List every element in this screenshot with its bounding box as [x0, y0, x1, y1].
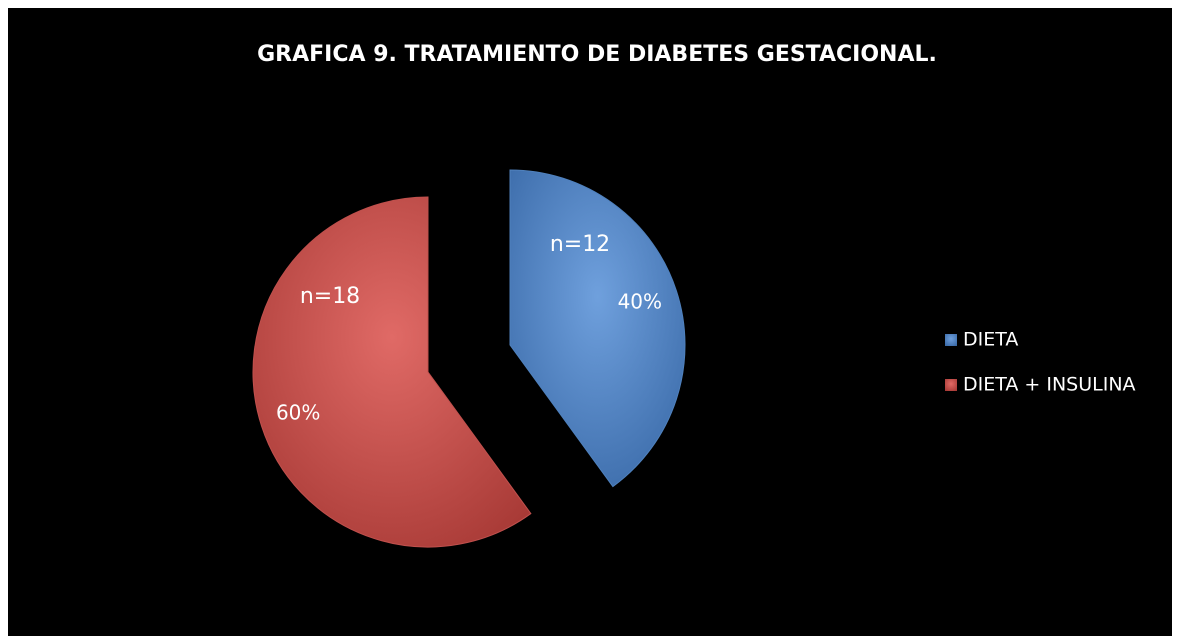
annotation: n=18	[300, 284, 360, 309]
legend-marker	[945, 334, 957, 346]
annotation: n=12	[550, 232, 610, 257]
chart-title: GRAFICA 9. TRATAMIENTO DE DIABETES GESTA…	[257, 42, 937, 67]
value-label: 60%	[276, 401, 320, 425]
legend-label: DIETA	[963, 329, 1018, 351]
pie-slice	[509, 169, 686, 488]
value-label: 40%	[618, 289, 662, 313]
legend-marker	[945, 379, 957, 391]
pie-slice	[252, 196, 532, 548]
legend-label: DIETA + INSULINA	[963, 374, 1136, 396]
